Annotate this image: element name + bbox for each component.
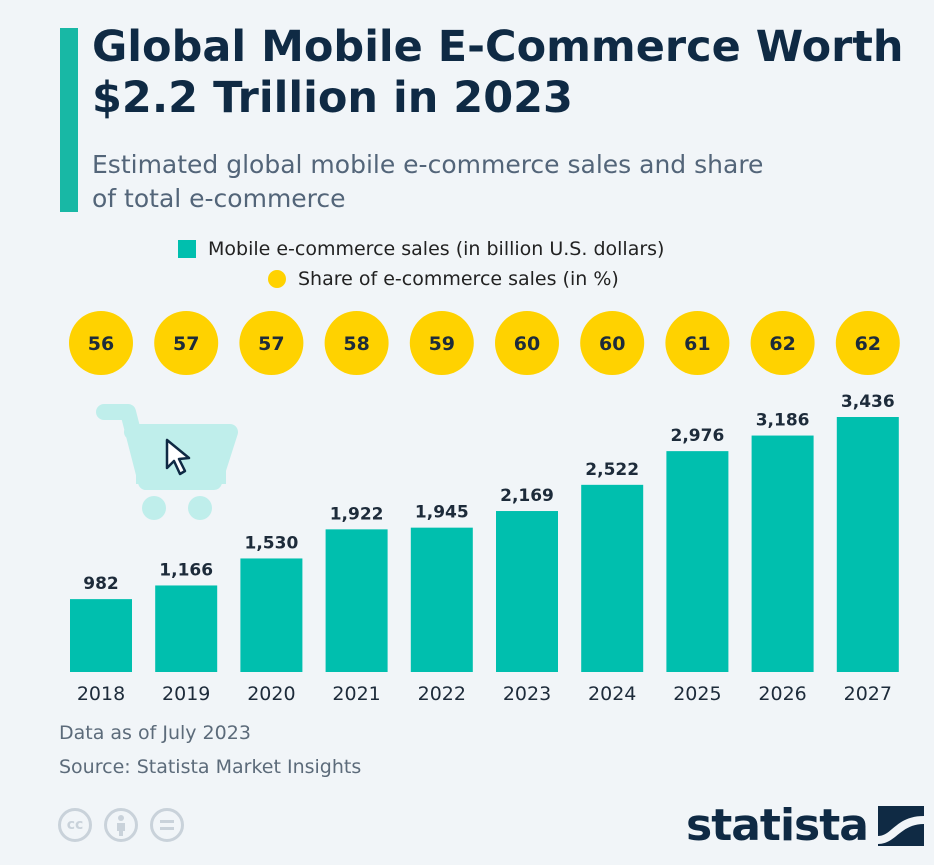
share-value-label-2023: 60 — [514, 333, 540, 355]
x-tick-label-2025: 2025 — [673, 683, 721, 705]
share-value-label-2020: 57 — [258, 333, 284, 355]
chart-subtitle: Estimated global mobile e-commerce sales… — [92, 150, 764, 213]
cc-icon[interactable]: cc — [58, 808, 92, 842]
bar-value-label-2021: 1,922 — [330, 504, 384, 524]
bar-value-label-2020: 1,530 — [245, 533, 299, 553]
cursor-icon — [165, 438, 191, 476]
share-bubble-2026 — [750, 311, 815, 375]
share-value-label-2018: 56 — [88, 333, 114, 355]
share-value-label-2019: 57 — [173, 333, 199, 355]
shopping-cart-icon — [96, 404, 238, 520]
share-value-label-2021: 58 — [343, 333, 369, 355]
x-tick-label-2023: 2023 — [503, 683, 551, 705]
legend-label-sales: Mobile e-commerce sales (in billion U.S.… — [208, 238, 665, 260]
x-tick-label-2021: 2021 — [332, 683, 380, 705]
bar-value-label-2023: 2,169 — [500, 486, 554, 506]
bar-2026 — [751, 435, 814, 672]
share-bubble-2019 — [154, 311, 219, 375]
share-bubble-2020 — [239, 311, 304, 375]
chart-title: Global Mobile E-Commerce Worth $2.2 Tril… — [92, 22, 904, 123]
legend-label-share: Share of e-commerce sales (in %) — [298, 268, 619, 290]
bar-2025 — [666, 451, 729, 672]
x-tick-label-2020: 2020 — [247, 683, 295, 705]
legend-item-sales: Mobile e-commerce sales (in billion U.S.… — [178, 238, 664, 260]
bar-value-label-2019: 1,166 — [159, 560, 213, 580]
source-note: Source: Statista Market Insights — [59, 756, 362, 778]
statista-logo-icon — [877, 805, 924, 846]
bar-2021 — [325, 529, 388, 672]
x-tick-label-2018: 2018 — [77, 683, 125, 705]
bar-2020 — [240, 558, 303, 672]
share-value-label-2024: 60 — [599, 333, 625, 355]
share-bubble-2021 — [324, 311, 389, 375]
bar-2024 — [581, 484, 644, 672]
x-tick-label-2024: 2024 — [588, 683, 636, 705]
legend-swatch-sales — [178, 240, 196, 258]
share-bubble-2022 — [409, 311, 474, 375]
bar-value-label-2024: 2,522 — [585, 460, 639, 480]
x-tick-label-2022: 2022 — [418, 683, 466, 705]
attribution-icon[interactable] — [104, 808, 138, 842]
data-note: Data as of July 2023 — [59, 722, 251, 744]
x-tick-label-2019: 2019 — [162, 683, 210, 705]
share-bubble-2027 — [835, 311, 900, 375]
bar-value-label-2022: 1,945 — [415, 503, 469, 523]
x-tick-label-2026: 2026 — [758, 683, 806, 705]
share-value-label-2025: 61 — [684, 333, 710, 355]
bar-value-label-2018: 982 — [83, 574, 119, 594]
no-derivatives-icon[interactable] — [150, 808, 184, 842]
share-bubble-2018 — [69, 311, 133, 375]
brand-name: statista — [686, 800, 869, 851]
bar-2027 — [836, 417, 899, 672]
share-bubble-2025 — [665, 311, 730, 375]
bar-value-label-2027: 3,436 — [841, 392, 895, 412]
title-accent-bar — [60, 28, 78, 212]
share-bubble-2023 — [495, 311, 559, 375]
bar-value-label-2026: 3,186 — [756, 411, 810, 431]
bar-2023 — [496, 511, 558, 672]
share-value-label-2022: 59 — [429, 333, 455, 355]
legend-dot-share — [268, 270, 286, 288]
share-value-label-2027: 62 — [855, 333, 881, 355]
x-tick-label-2027: 2027 — [844, 683, 892, 705]
bar-2022 — [410, 527, 473, 672]
statista-logo[interactable]: statista — [686, 800, 924, 851]
share-value-label-2026: 62 — [769, 333, 795, 355]
bar-2019 — [155, 585, 218, 672]
legend-item-share: Share of e-commerce sales (in %) — [268, 268, 619, 290]
bar-2018 — [70, 599, 132, 672]
bar-value-label-2025: 2,976 — [671, 426, 725, 446]
share-bubble-2024 — [580, 311, 645, 375]
license-icons: cc — [58, 808, 184, 842]
